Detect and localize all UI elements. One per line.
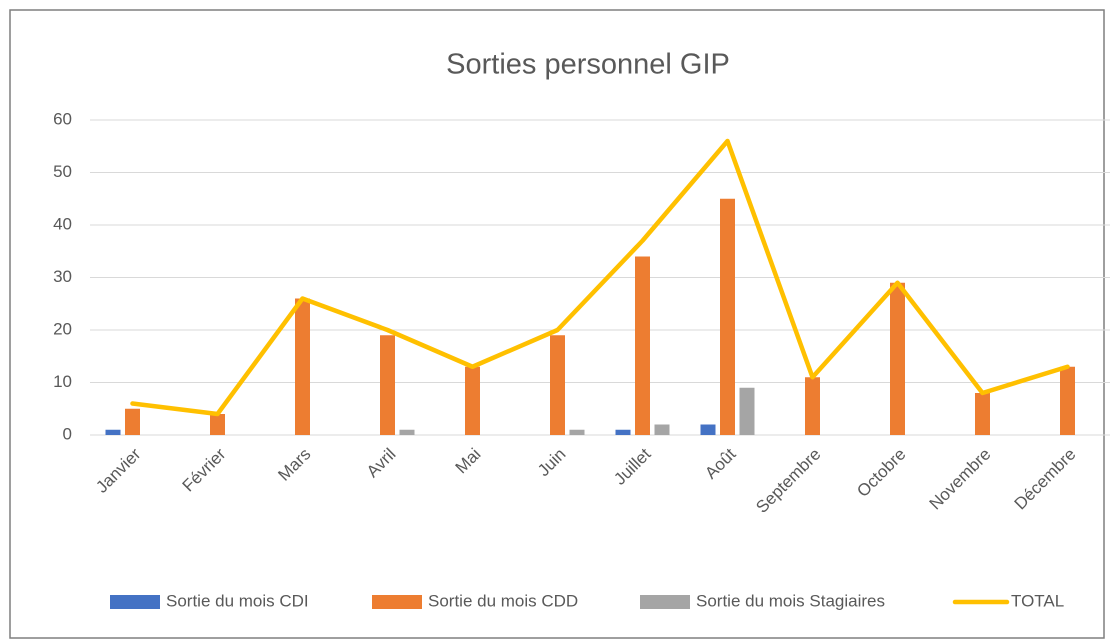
bar	[550, 335, 565, 435]
y-tick-label: 10	[53, 372, 72, 391]
chart-title: Sorties personnel GIP	[446, 49, 730, 81]
bar	[380, 335, 395, 435]
legend-label: Sortie du mois CDD	[428, 591, 578, 610]
bar	[1060, 366, 1075, 435]
bar	[399, 429, 415, 435]
y-tick-label: 20	[53, 319, 72, 338]
bar	[975, 393, 990, 435]
line	[130, 138, 1070, 417]
legend-swatch	[110, 595, 160, 609]
bar	[210, 414, 225, 435]
chart-border	[9, 9, 1105, 639]
bar	[805, 377, 820, 435]
y-tick-label: 50	[53, 162, 72, 181]
y-tick-label: 30	[53, 267, 72, 286]
legend-swatch	[372, 595, 422, 609]
bar	[700, 424, 716, 435]
bar	[654, 424, 670, 435]
legend-label: Sortie du mois Stagiaires	[696, 591, 885, 610]
bar	[635, 256, 650, 435]
legend-label: TOTAL	[1011, 591, 1064, 610]
y-tick-label: 40	[53, 214, 72, 233]
legend-label: Sortie du mois CDI	[166, 591, 309, 610]
bar	[615, 429, 631, 435]
bar	[465, 366, 480, 435]
bar	[569, 429, 585, 435]
bar	[720, 198, 735, 435]
legend-swatch	[640, 595, 690, 609]
bar	[105, 429, 121, 435]
y-tick-label: 0	[63, 424, 72, 443]
y-tick-label: 60	[53, 109, 72, 128]
bar	[890, 282, 905, 435]
bar	[295, 298, 310, 435]
bar	[739, 387, 755, 435]
bar	[125, 408, 140, 435]
